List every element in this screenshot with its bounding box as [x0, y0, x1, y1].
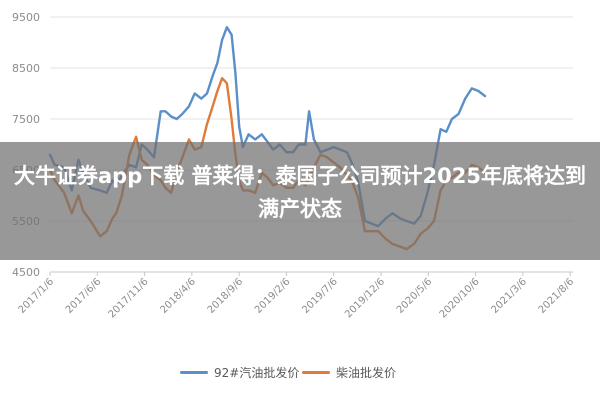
- x-tick-label: 2019/2/6: [253, 276, 293, 316]
- x-tick-label: 2017/1/6: [17, 276, 57, 316]
- legend-swatch-gasoline: [180, 371, 208, 374]
- x-tick-label: 2019/12/6: [343, 276, 387, 320]
- x-tick-label: 2021/8/6: [537, 276, 577, 316]
- headline-overlay: [0, 142, 600, 260]
- x-tick-label: 2017/11/6: [107, 276, 151, 320]
- x-tick-label: 2018/4/6: [158, 276, 198, 316]
- x-tick-label: 2019/7/6: [300, 276, 340, 316]
- x-axis-ticks: 2017/1/6 2017/6/6 2017/11/6 2018/4/6 2018/9/…: [17, 272, 577, 320]
- y-tick-label: 4500: [12, 266, 40, 279]
- y-tick-label: 8500: [12, 62, 40, 75]
- legend-label-gasoline: 92#汽油批发价: [214, 366, 300, 380]
- headline-text[interactable]: 大牛证券app下载 普莱得：泰国子公司预计2025年底将达到满产状态: [14, 164, 586, 221]
- legend-item-gasoline: 92#汽油批发价: [180, 364, 299, 381]
- x-tick-label: 2021/3/6: [489, 276, 529, 316]
- legend-swatch-diesel: [302, 371, 330, 374]
- y-tick-label: 9500: [12, 11, 40, 24]
- y-tick-label: 7500: [12, 113, 40, 126]
- legend-item-diesel: 柴油批发价: [302, 364, 396, 381]
- x-tick-label: 2020/5/6: [395, 276, 435, 316]
- x-tick-label: 2018/9/6: [206, 276, 246, 316]
- chart-legend: 92#汽油批发价 柴油批发价: [0, 364, 600, 386]
- x-tick-label: 2017/6/6: [64, 276, 104, 316]
- x-tick-label: 2020/10/6: [438, 276, 482, 320]
- legend-label-diesel: 柴油批发价: [336, 366, 397, 380]
